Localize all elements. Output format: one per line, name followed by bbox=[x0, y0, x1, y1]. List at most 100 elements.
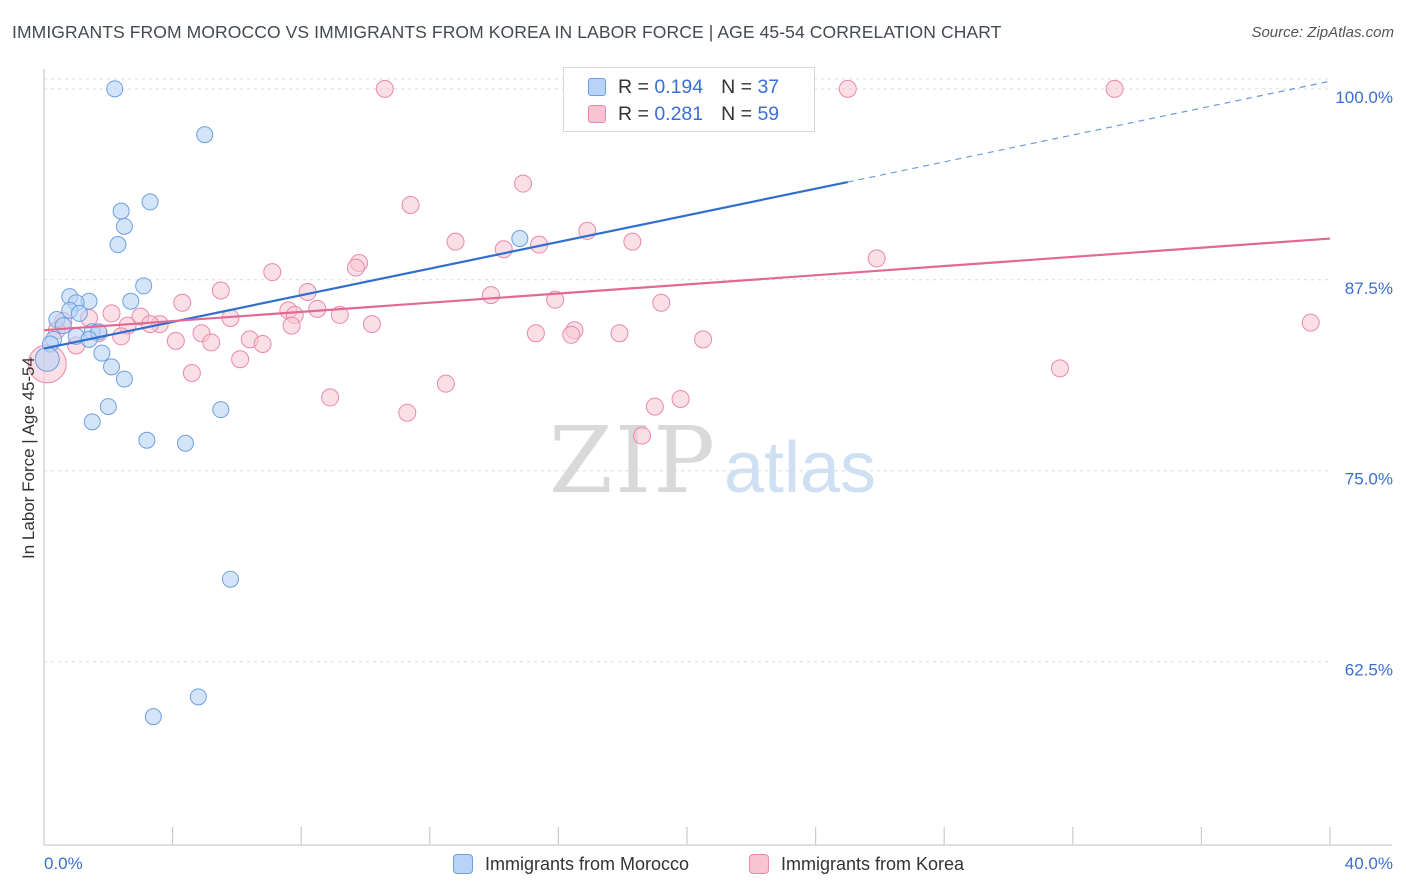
correlation-legend: R = 0.194 N = 37 R = 0.281 N = 59 bbox=[563, 67, 815, 132]
watermark-layer: ZIP atlas bbox=[549, 407, 876, 514]
korea-point bbox=[623, 232, 642, 251]
morocco-point bbox=[176, 434, 194, 452]
korea-point bbox=[321, 388, 340, 407]
legend-r-label: R = bbox=[618, 102, 649, 125]
morocco-point bbox=[112, 202, 130, 220]
morocco-point bbox=[189, 688, 207, 706]
axes-layer bbox=[43, 69, 1392, 846]
watermark-atlas: atlas bbox=[724, 428, 876, 508]
morocco-point bbox=[138, 431, 156, 449]
legend-swatch-pink bbox=[588, 105, 606, 123]
morocco-point bbox=[109, 236, 127, 254]
legend-row-korea: R = 0.281 N = 59 bbox=[588, 102, 779, 126]
korea-point bbox=[398, 403, 417, 422]
morocco-point bbox=[212, 401, 230, 419]
morocco-point bbox=[70, 304, 88, 322]
morocco-point bbox=[196, 126, 214, 144]
korea-point bbox=[546, 290, 565, 309]
korea-point bbox=[173, 293, 192, 312]
korea-point bbox=[1105, 79, 1124, 98]
y-tick-label: 75.0% bbox=[1345, 470, 1393, 489]
morocco-point bbox=[511, 230, 529, 248]
morocco-point bbox=[54, 317, 72, 335]
legend-n-label: N = bbox=[721, 75, 753, 98]
korea-point bbox=[231, 350, 250, 369]
morocco-point bbox=[99, 398, 117, 416]
x-tick-label: 0.0% bbox=[44, 854, 83, 873]
y-tick-label: 100.0% bbox=[1335, 88, 1393, 107]
legend-row-morocco: R = 0.194 N = 37 bbox=[588, 75, 779, 99]
korea-point bbox=[308, 299, 327, 318]
korea-point bbox=[838, 79, 857, 98]
korea-point bbox=[282, 316, 301, 335]
korea-point bbox=[446, 232, 465, 251]
morocco-points bbox=[34, 80, 529, 726]
legend-n-value: 37 bbox=[757, 75, 780, 98]
morocco-point bbox=[93, 344, 111, 362]
legend-swatch-blue bbox=[588, 78, 606, 96]
bottom-legend-swatch-blue bbox=[453, 854, 473, 874]
bottom-legend-korea: Immigrants from Korea bbox=[749, 851, 964, 877]
morocco-point bbox=[115, 217, 133, 235]
y-tick-label: 87.5% bbox=[1345, 279, 1393, 298]
morocco-trend-line bbox=[43, 180, 848, 350]
legend-r-label: R = bbox=[618, 75, 649, 98]
korea-point bbox=[652, 293, 671, 312]
korea-point bbox=[362, 315, 381, 334]
korea-point bbox=[102, 304, 121, 323]
chart-title: IMMIGRANTS FROM MOROCCO VS IMMIGRANTS FR… bbox=[12, 22, 1002, 42]
korea-trend-line bbox=[43, 237, 1331, 332]
bottom-legend-label: Immigrants from Morocco bbox=[485, 853, 690, 874]
morocco-point bbox=[135, 277, 153, 295]
legend-r-value: 0.194 bbox=[654, 75, 704, 98]
morocco-point bbox=[106, 80, 124, 98]
morocco-point bbox=[115, 370, 133, 388]
morocco-point bbox=[103, 358, 121, 376]
korea-point bbox=[401, 195, 420, 214]
morocco-point bbox=[144, 708, 162, 726]
korea-points bbox=[27, 79, 1320, 445]
korea-point bbox=[166, 331, 185, 350]
tick-labels: 100.0% 87.5% 75.0% 62.5% 0.0% 40.0% bbox=[44, 88, 1393, 873]
korea-point bbox=[632, 426, 651, 445]
watermark-zip: ZIP bbox=[549, 407, 717, 514]
morocco-trend-extension bbox=[847, 80, 1331, 183]
morocco-point bbox=[34, 346, 60, 372]
korea-point bbox=[330, 305, 349, 324]
legend-n-label: N = bbox=[721, 102, 753, 125]
bottom-legend-label: Immigrants from Korea bbox=[781, 853, 965, 874]
korea-point bbox=[253, 334, 272, 353]
trend-lines bbox=[43, 80, 1331, 350]
legend-n-value: 59 bbox=[757, 102, 780, 125]
korea-point bbox=[526, 324, 545, 343]
morocco-point bbox=[141, 193, 159, 211]
morocco-point bbox=[83, 413, 101, 431]
y-tick-label: 62.5% bbox=[1345, 661, 1393, 680]
korea-point bbox=[481, 286, 500, 305]
korea-point bbox=[211, 281, 230, 300]
morocco-point bbox=[221, 570, 239, 588]
korea-point bbox=[436, 374, 455, 393]
korea-point bbox=[514, 174, 533, 193]
bottom-legend-swatch-pink bbox=[749, 854, 769, 874]
korea-point bbox=[375, 79, 394, 98]
korea-point bbox=[645, 397, 664, 416]
korea-point bbox=[867, 249, 886, 268]
korea-point bbox=[202, 333, 221, 352]
morocco-point bbox=[122, 292, 140, 310]
korea-point bbox=[671, 389, 690, 408]
bottom-legend-morocco: Immigrants from Morocco bbox=[453, 851, 689, 877]
korea-point bbox=[1301, 313, 1320, 332]
korea-point bbox=[182, 363, 201, 382]
korea-point bbox=[610, 324, 629, 343]
source-label: Source: ZipAtlas.com bbox=[1251, 24, 1394, 41]
korea-point bbox=[1050, 359, 1069, 378]
y-axis-label: In Labor Force | Age 45-54 bbox=[19, 357, 38, 559]
legend-r-value: 0.281 bbox=[654, 102, 704, 125]
korea-point bbox=[562, 325, 581, 344]
korea-point bbox=[346, 258, 365, 277]
x-tick-label: 40.0% bbox=[1345, 854, 1393, 873]
korea-point bbox=[263, 263, 282, 282]
korea-point bbox=[694, 330, 713, 349]
